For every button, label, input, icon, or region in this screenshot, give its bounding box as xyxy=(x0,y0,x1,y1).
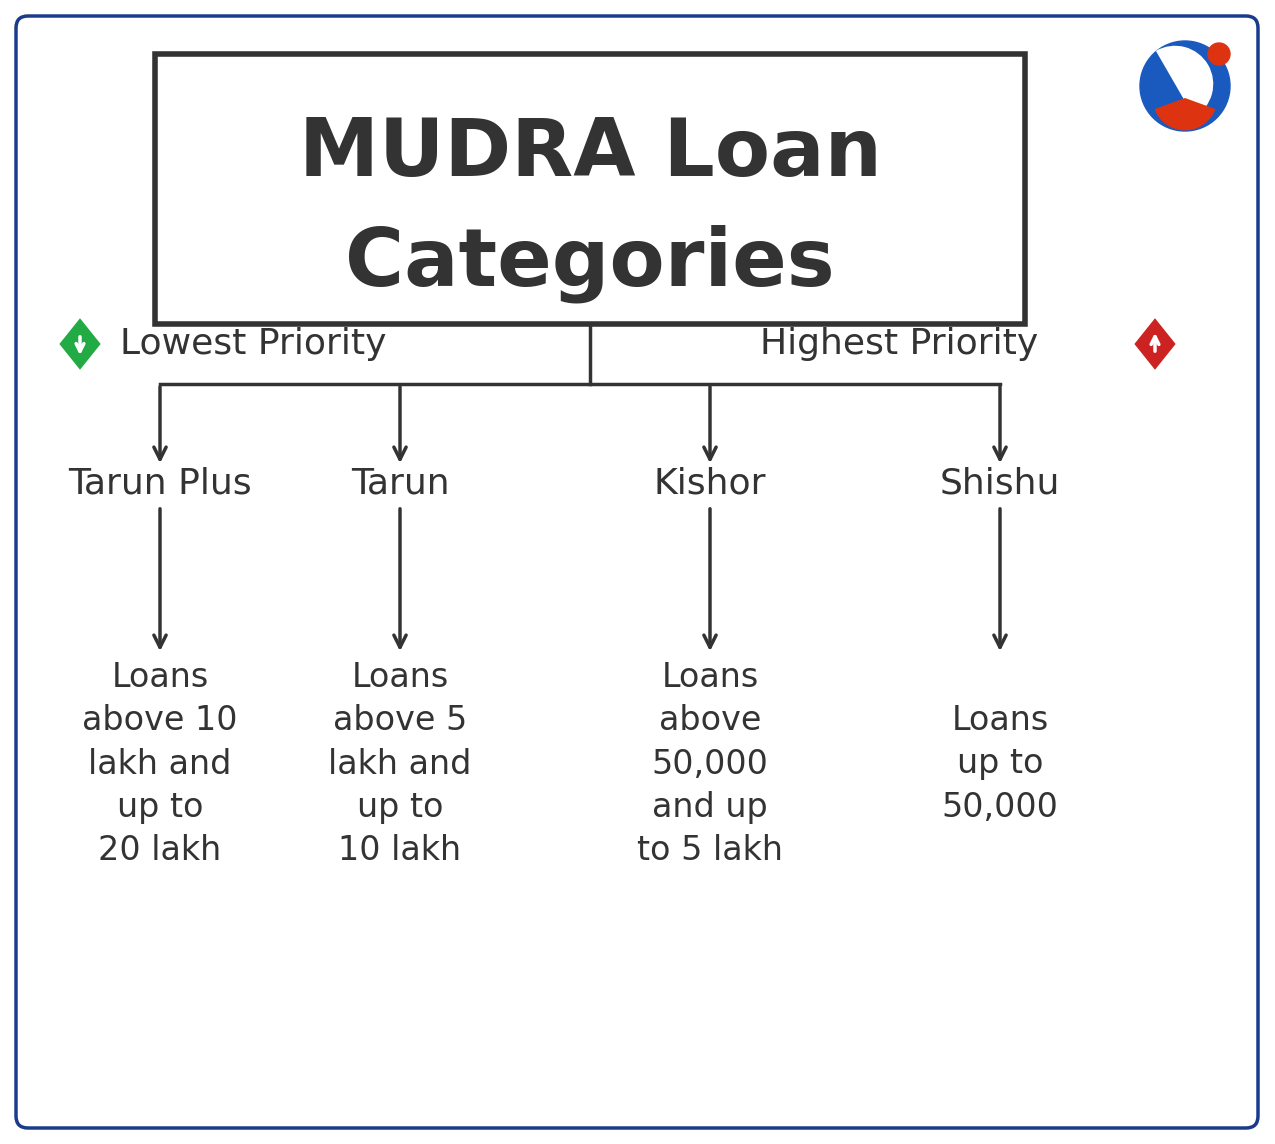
Text: Tarun: Tarun xyxy=(351,467,449,501)
Text: Loans
above
50,000
and up
to 5 lakh: Loans above 50,000 and up to 5 lakh xyxy=(638,661,783,867)
Circle shape xyxy=(1140,41,1230,132)
Text: Tarun Plus: Tarun Plus xyxy=(68,467,251,501)
Wedge shape xyxy=(1156,46,1214,117)
FancyBboxPatch shape xyxy=(156,54,1025,324)
Polygon shape xyxy=(1132,316,1177,372)
Text: Highest Priority: Highest Priority xyxy=(760,327,1038,362)
Wedge shape xyxy=(1155,98,1215,130)
Text: Loans
above 10
lakh and
up to
20 lakh: Loans above 10 lakh and up to 20 lakh xyxy=(83,661,237,867)
Text: Shishu: Shishu xyxy=(940,467,1061,501)
Polygon shape xyxy=(57,316,102,372)
Text: MUDRA Loan: MUDRA Loan xyxy=(298,116,881,193)
Text: Loans
above 5
lakh and
up to
10 lakh: Loans above 5 lakh and up to 10 lakh xyxy=(329,661,472,867)
Text: Loans
up to
50,000: Loans up to 50,000 xyxy=(941,704,1058,824)
Text: Categories: Categories xyxy=(346,224,835,303)
Text: Kishor: Kishor xyxy=(654,467,766,501)
Circle shape xyxy=(1207,43,1230,65)
FancyBboxPatch shape xyxy=(17,16,1258,1128)
Text: Lowest Priority: Lowest Priority xyxy=(120,327,386,362)
